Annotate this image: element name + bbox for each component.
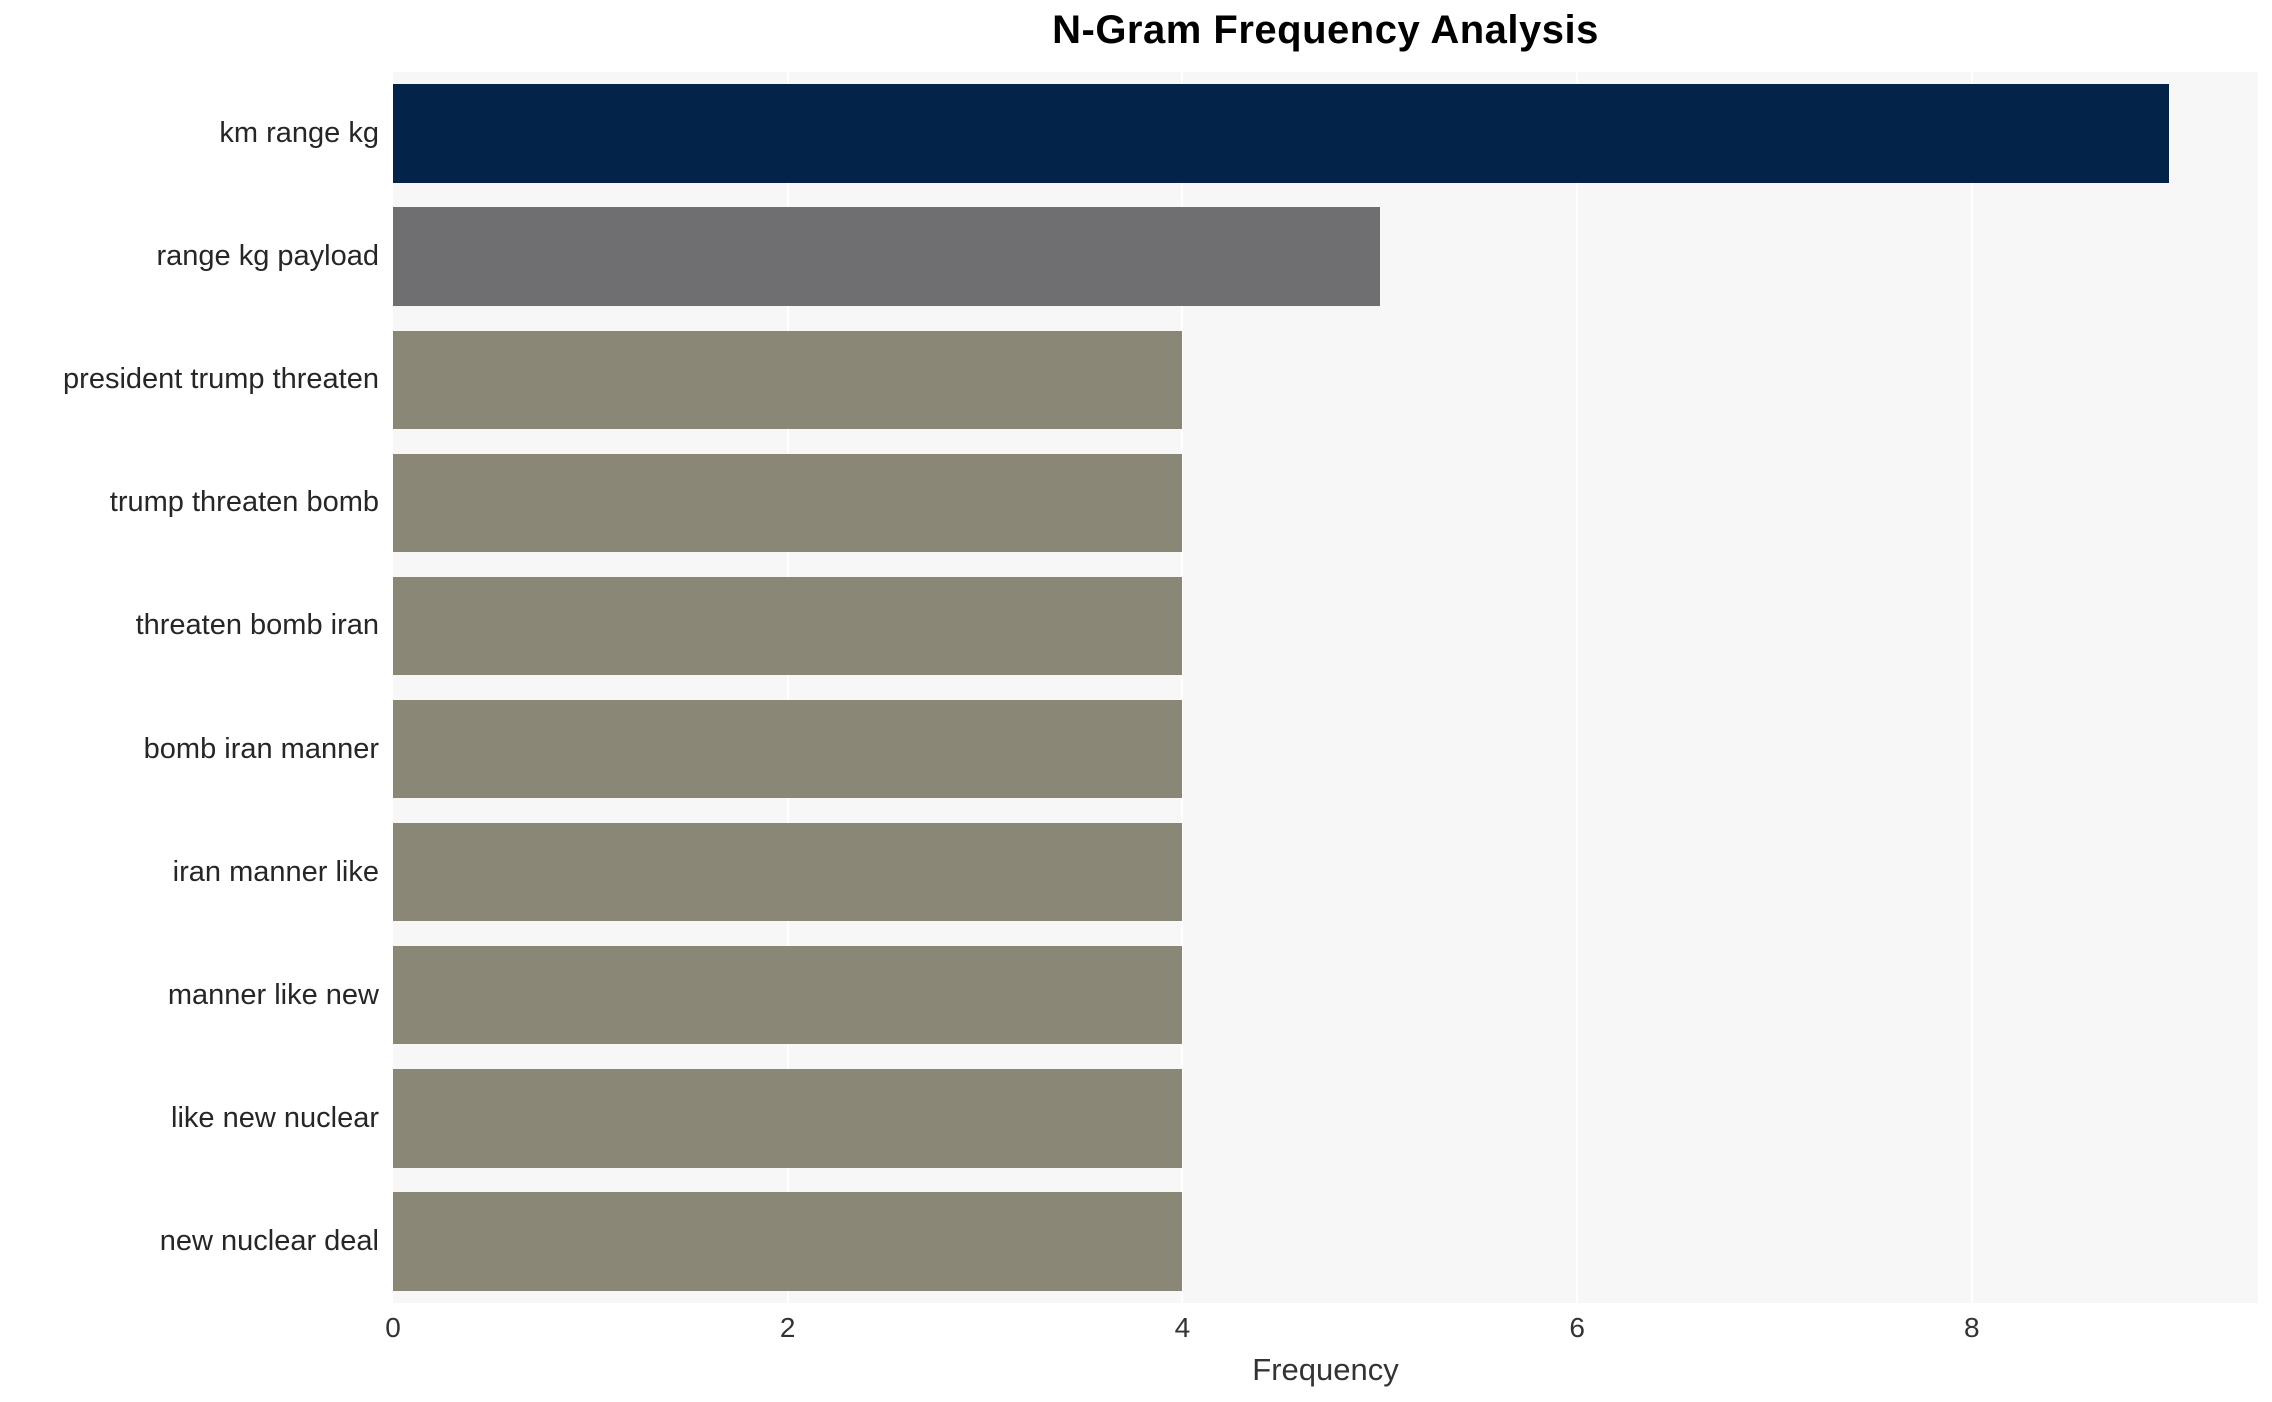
category-label: range kg payload [156,240,380,273]
table-row: range kg payload [0,195,2258,318]
category-label: new nuclear deal [159,1224,379,1257]
category-label: threaten bomb iran [135,609,379,642]
bar-track [393,318,2258,441]
bar [393,207,1380,306]
gridline [1970,72,1973,1303]
table-row: trump threaten bomb [0,441,2258,564]
x-tick-label: 6 [1569,1312,1585,1343]
table-row: manner like new [0,934,2258,1057]
table-row: bomb iran manner [0,687,2258,810]
table-row: threaten bomb iran [0,564,2258,687]
bar [393,699,1183,799]
x-tick-label: 0 [385,1312,401,1343]
table-row: president trump threaten [0,318,2258,441]
bar [393,84,2170,183]
category-label: bomb iran manner [143,732,379,765]
table-row: new nuclear deal [0,1180,2258,1303]
bar-track [393,195,2258,318]
table-row: km range kg [0,72,2258,195]
bar [393,1069,1183,1168]
gridline [786,72,789,1303]
bar-track [393,1057,2258,1180]
category-label: trump threaten bomb [109,486,379,519]
x-tick-label: 4 [1174,1312,1191,1343]
category-label: manner like new [167,978,379,1011]
bar [393,576,1183,676]
bar-track [393,934,2258,1057]
table-row: like new nuclear [0,1057,2258,1180]
bar [393,330,1183,429]
category-label: like new nuclear [171,1101,379,1134]
x-tick-label: 8 [1964,1312,1980,1343]
bar [393,453,1183,553]
bar [393,945,1183,1045]
gridline [1576,72,1579,1303]
gridline [1181,72,1184,1303]
bar-track [393,687,2258,810]
category-label: iran manner like [172,855,379,888]
category-label: president trump threaten [63,363,379,396]
x-tick-label: 2 [779,1312,796,1343]
bar-track [393,72,2258,195]
bar-track [393,1180,2258,1303]
chart-title: N-Gram Frequency Analysis [1052,8,1599,52]
table-row: iran manner like [0,811,2258,934]
bar-track [393,441,2258,564]
bar [393,1192,1183,1291]
x-axis-ticks: 0 2 4 6 8 [385,1312,2258,1352]
x-axis-label: Frequency [1252,1352,1399,1387]
rows: km range kg range kg payload president tru… [0,72,2258,1303]
bar-track [393,564,2258,687]
bar-track [393,811,2258,934]
bar [393,822,1183,922]
category-label: km range kg [219,117,379,150]
